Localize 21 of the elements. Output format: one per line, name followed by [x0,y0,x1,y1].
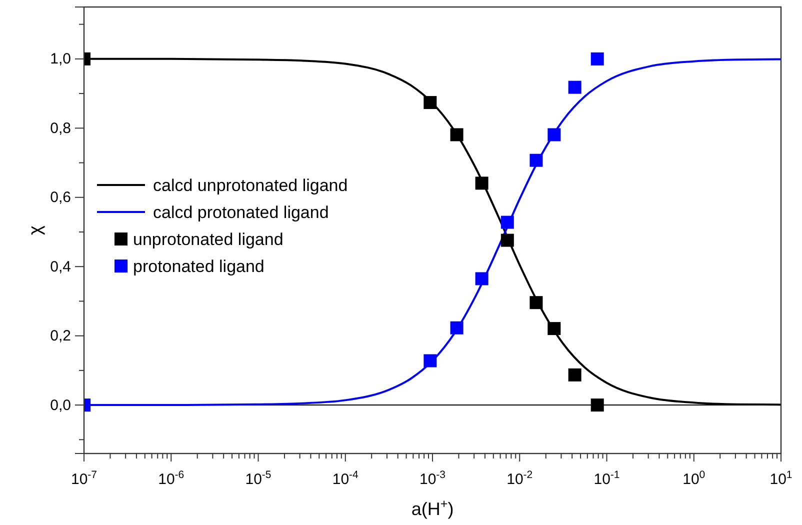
legend-label: calcd unprotonated ligand [153,176,348,195]
x-axis-title: a(H$^{+}$) [411,497,454,519]
y-tick-label: 0,8 [50,120,71,137]
y-tick-label: 0,6 [50,189,71,206]
x-tick-label: 10$^{-6}$ [158,469,184,488]
y-tick-label: 0,4 [50,258,71,276]
x-tick-label: 10$^{-2}$ [506,469,533,488]
y-tick-label: 0,0 [50,396,71,414]
y-tick-label: 0,2 [50,328,71,345]
legend-label: calcd protonated ligand [153,203,329,222]
x-tick-label: 10$^{-1}$ [594,469,620,488]
y-tick-label: 1,0 [50,50,71,68]
x-tick-label: 10$^{-4}$ [332,469,359,488]
x-tick-label: 10$^{-5}$ [245,469,272,488]
y-axis-title: χ [25,224,45,235]
legend-label: unprotonated ligand [133,230,284,249]
x-tick-label: 10$^{0}$ [682,469,706,488]
x-tick-label: 10$^{1}$ [770,469,792,488]
x-tick-label: 10$^{-7}$ [70,469,98,488]
x-tick-label: 10$^{-3}$ [419,469,446,488]
legend-label: protonated ligand [133,257,264,276]
